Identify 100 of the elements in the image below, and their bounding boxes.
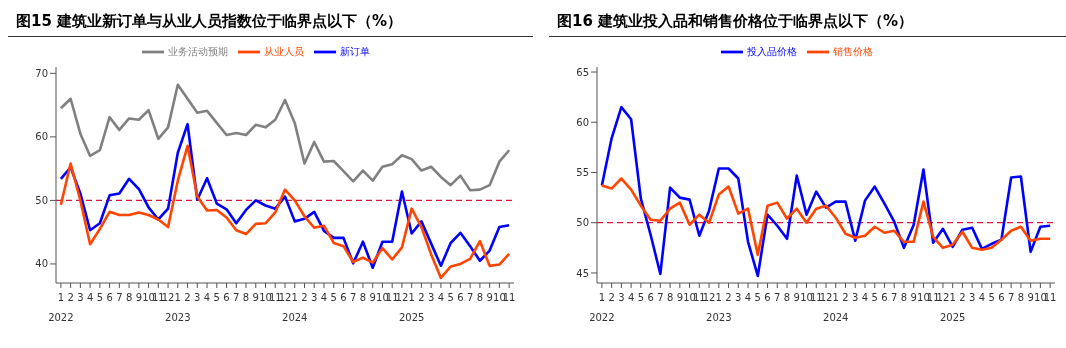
x-tick-label: 4 <box>978 292 986 303</box>
x-tick-label: 4 <box>744 292 752 303</box>
y-tick-label: 50 <box>576 217 589 229</box>
x-tick-label: 7 <box>350 292 357 303</box>
x-tick-label: 2 <box>184 292 191 303</box>
x-tick-label: 4 <box>627 292 635 303</box>
x-tick-label: 10 <box>683 292 696 303</box>
x-tick-label: 2 <box>608 292 615 303</box>
x-tick-label: 4 <box>86 292 94 303</box>
legend-label: 从业人员 <box>264 46 304 57</box>
line-series <box>600 177 1052 257</box>
x-tick-label: 8 <box>783 292 791 303</box>
x-tick-label: 7 <box>657 292 664 303</box>
x-tick-label: 1 <box>174 292 181 303</box>
x-tick-label: 3 <box>427 292 435 303</box>
x-tick-label: 6 <box>106 292 113 303</box>
x-tick-label: 7 <box>774 292 781 303</box>
chart-title: 图16 建筑业投入品和销售价格位于临界点以下（%） <box>549 8 1066 37</box>
line-series <box>600 105 1052 278</box>
x-tick-label: 1 <box>408 292 415 303</box>
text: 2024 <box>823 312 849 323</box>
y-tick-label: 60 <box>35 131 48 143</box>
text: 2022 <box>589 312 615 323</box>
x-tick-label: 8 <box>359 292 367 303</box>
x-tick-label: 8 <box>476 292 484 303</box>
x-tick-label: 10 <box>800 292 813 303</box>
x-tick-label: 6 <box>998 292 1005 303</box>
y-tick-label: 55 <box>576 167 589 179</box>
x-tick-label: 9 <box>1027 292 1034 303</box>
x-tick-label: 6 <box>647 292 654 303</box>
x-tick-label: 3 <box>852 292 859 303</box>
line-series <box>59 83 511 192</box>
x-tick-label: 9 <box>910 292 917 303</box>
x-tick-label: 8 <box>666 292 674 303</box>
x-tick-label: 4 <box>861 292 869 303</box>
x-tick-label: 5 <box>871 292 878 303</box>
x-tick-label: 2 <box>959 292 966 303</box>
x-tick-label: 6 <box>223 292 230 303</box>
text: 2024 <box>282 312 308 323</box>
x-tick-label: 7 <box>233 292 240 303</box>
x-tick-label: 5 <box>988 292 995 303</box>
text: 2023 <box>165 312 191 323</box>
x-tick-label: 8 <box>900 292 908 303</box>
x-tick-label: 2 <box>67 292 74 303</box>
x-tick-label: 5 <box>754 292 761 303</box>
x-tick-label: 4 <box>203 292 211 303</box>
x-tick-label: 5 <box>96 292 104 303</box>
x-tick-label: 4 <box>437 292 445 303</box>
x-tick-label: 9 <box>135 292 143 303</box>
x-tick-label: 1 <box>715 292 722 303</box>
text: 2023 <box>706 312 732 323</box>
x-tick-label: 1 <box>832 292 839 303</box>
x-tick-label: 3 <box>194 292 201 303</box>
legend-label: 销售价格 <box>833 46 873 57</box>
chart-title: 图15 建筑业新订单与从业人员指数位于临界点以下（%） <box>8 8 533 37</box>
x-tick-label: 1 <box>598 292 606 303</box>
y-tick-label: 60 <box>576 116 589 128</box>
x-tick-label: 8 <box>125 292 133 303</box>
line-series <box>59 144 511 280</box>
x-tick-label: 7 <box>116 292 123 303</box>
x-tick-label: 6 <box>881 292 888 303</box>
x-tick-label: 12 <box>395 292 409 303</box>
x-tick-label: 1 <box>949 292 956 303</box>
x-tick-label: 10 <box>1034 292 1047 303</box>
text: 2025 <box>939 312 966 323</box>
x-tick-label: 2 <box>301 292 308 303</box>
x-tick-label: 12 <box>936 292 950 303</box>
y-tick-label: 50 <box>35 194 48 206</box>
x-tick-label: 6 <box>457 292 464 303</box>
x-tick-label: 6 <box>764 292 771 303</box>
x-tick-label: 9 <box>486 292 493 303</box>
x-tick-label: 10 <box>142 292 155 303</box>
x-tick-label: 7 <box>466 292 474 303</box>
legend-label: 投入品价格 <box>747 46 797 57</box>
x-tick-label: 9 <box>676 292 684 303</box>
x-tick-label: 10 <box>917 292 930 303</box>
x-tick-label: 10 <box>493 292 506 303</box>
x-tick-label: 3 <box>735 292 742 303</box>
x-tick-label: 9 <box>369 292 376 303</box>
x-tick-label: 5 <box>637 292 645 303</box>
x-tick-label: 8 <box>242 292 250 303</box>
x-tick-label: 8 <box>1017 292 1025 303</box>
x-tick-label: 6 <box>340 292 347 303</box>
x-tick-label: 10 <box>376 292 389 303</box>
legend-label: 新订单 <box>340 46 370 57</box>
x-tick-label: 1 <box>291 292 298 303</box>
x-tick-label: 5 <box>330 292 337 303</box>
y-tick-label: 65 <box>576 66 589 78</box>
x-tick-label: 4 <box>320 292 328 303</box>
x-tick-label: 9 <box>793 292 800 303</box>
x-tick-label: 2 <box>842 292 849 303</box>
x-tick-label: 3 <box>968 292 976 303</box>
y-tick-label: 45 <box>576 267 589 279</box>
x-tick-label: 2 <box>418 292 425 303</box>
x-tick-label: 3 <box>618 292 625 303</box>
x-tick-label: 10 <box>259 292 272 303</box>
y-tick-label: 70 <box>35 67 48 79</box>
x-tick-label: 7 <box>891 292 898 303</box>
x-tick-label: 2 <box>725 292 732 303</box>
text: 2025 <box>398 312 425 323</box>
